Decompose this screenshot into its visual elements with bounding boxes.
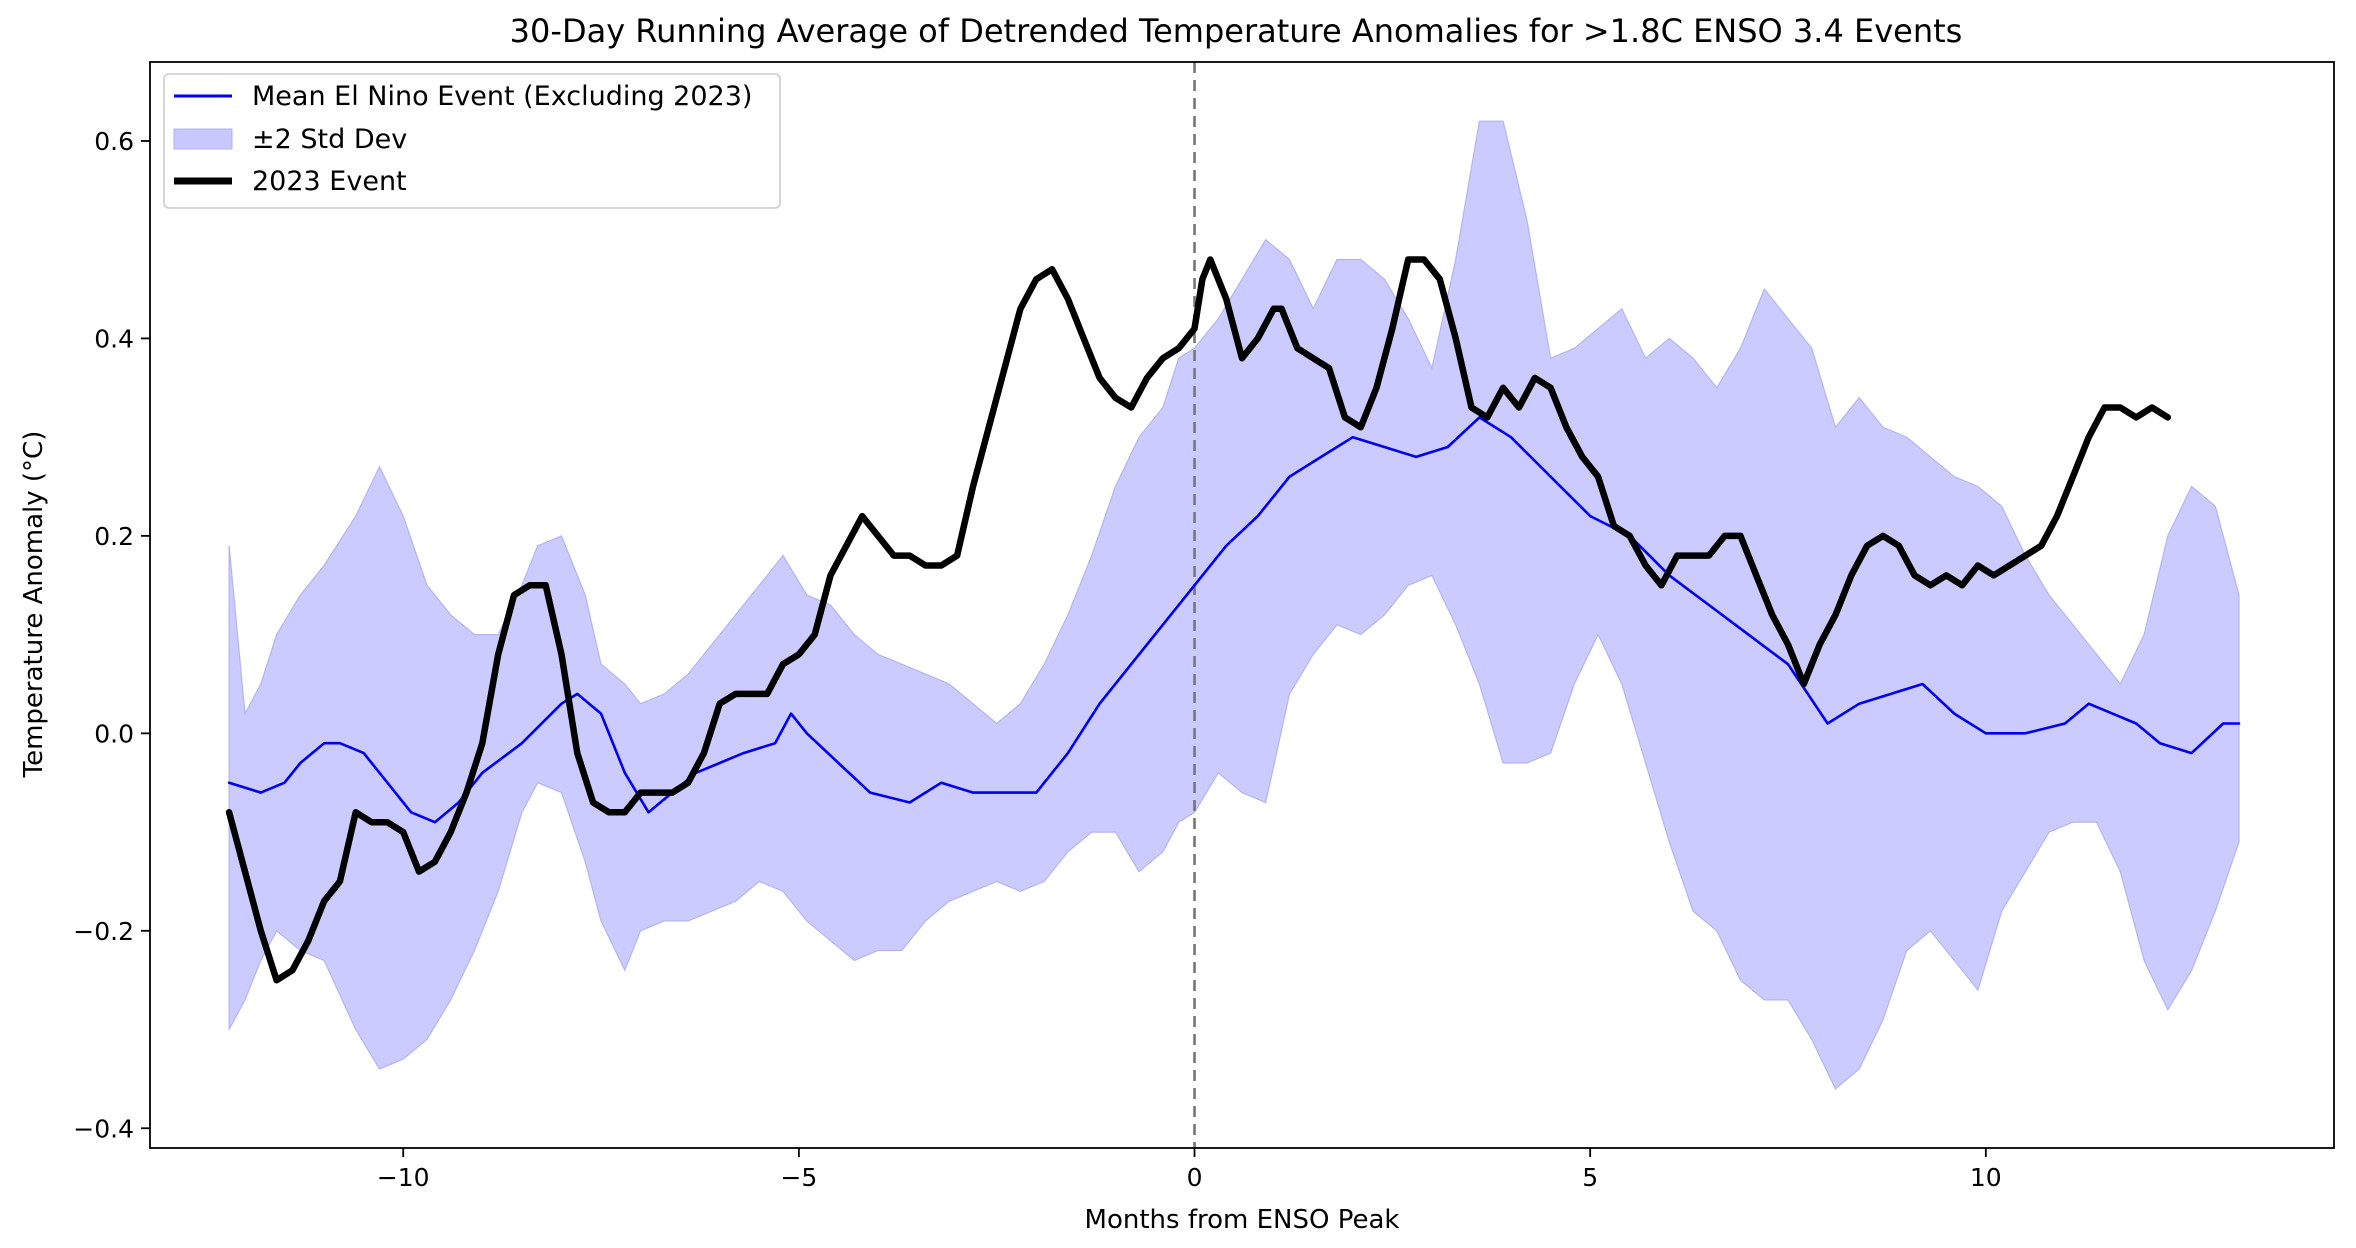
std-dev-band xyxy=(228,120,2240,1090)
x-tick-label: 10 xyxy=(1970,1163,2002,1192)
mean-series-line xyxy=(227,416,2241,824)
event-2023-series-line xyxy=(225,256,2172,984)
y-tick-label: 0.4 xyxy=(94,324,134,353)
y-tick-label: 0.0 xyxy=(94,719,134,748)
x-tick-label: 0 xyxy=(1187,1163,1203,1192)
y-axis-label: Temperature Anomaly (°C) xyxy=(19,431,49,779)
x-tick-label: −10 xyxy=(377,1163,430,1192)
legend-band-swatch xyxy=(173,128,233,150)
axes: −10 −5 0 5 10 −0.4 −0.2 0.0 0.2 0.4 0.6 xyxy=(73,127,2001,1192)
x-axis-label: Months from ENSO Peak xyxy=(1085,1205,1400,1235)
legend-mean-label: Mean El Nino Event (Excluding 2023) xyxy=(252,81,752,112)
y-tick-label: 0.6 xyxy=(94,127,134,156)
legend: Mean El Nino Event (Excluding 2023) ±2 S… xyxy=(163,73,781,209)
legend-band-label: ±2 Std Dev xyxy=(252,124,407,155)
plot-frame xyxy=(149,61,2335,1149)
legend-box xyxy=(163,73,781,209)
y-tick-label: −0.4 xyxy=(73,1114,134,1143)
x-tick-label: 5 xyxy=(1582,1163,1598,1192)
x-tick-label: −5 xyxy=(780,1163,817,1192)
legend-2023-label: 2023 Event xyxy=(252,166,407,197)
y-tick-label: −0.2 xyxy=(73,917,134,946)
chart-title: 30-Day Running Average of Detrended Temp… xyxy=(510,12,1963,50)
y-tick-label: 0.2 xyxy=(94,522,134,551)
plot-area xyxy=(225,62,2241,1148)
